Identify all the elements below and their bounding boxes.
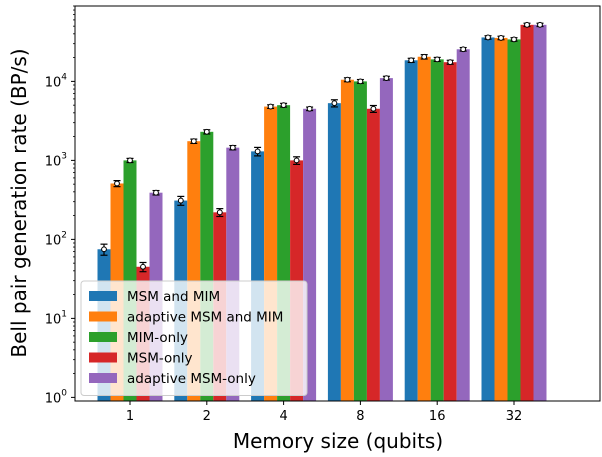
y-tick-label: 103 bbox=[45, 151, 67, 169]
y-axis-ticks: 100 101 102 103 104 bbox=[45, 5, 75, 406]
error-bar-s4-c4 bbox=[459, 46, 467, 53]
x-tick-label: 16 bbox=[429, 409, 446, 424]
error-bar-s1-c1 bbox=[190, 138, 198, 145]
error-bar-s2-c3 bbox=[356, 78, 364, 85]
legend-label: MSM-only bbox=[127, 351, 193, 367]
bar-s0-c5 bbox=[481, 37, 495, 401]
bar-s0-c3 bbox=[327, 103, 341, 402]
bar-s2-c3 bbox=[353, 81, 367, 401]
bar-s4-c3 bbox=[379, 78, 393, 402]
error-bar-s0-c5 bbox=[484, 34, 492, 41]
error-bar-s2-c2 bbox=[280, 102, 288, 109]
legend-swatch bbox=[89, 291, 117, 301]
x-axis-label: Memory size (qubits) bbox=[233, 429, 443, 453]
error-bar-s2-c5 bbox=[510, 36, 518, 43]
error-bar-s0-c0 bbox=[100, 243, 108, 256]
bar-s3-c4 bbox=[443, 62, 457, 401]
error-bar-s1-c0 bbox=[113, 179, 121, 188]
error-bar-s3-c0 bbox=[139, 261, 147, 273]
y-tick-label: 104 bbox=[45, 72, 68, 90]
bar-s1-c5 bbox=[494, 37, 508, 402]
error-bar-s3-c1 bbox=[216, 208, 224, 218]
legend-swatch bbox=[89, 352, 117, 363]
error-bar-s1-c5 bbox=[497, 35, 505, 41]
error-bar-s4-c0 bbox=[152, 189, 160, 196]
bar-s1-c3 bbox=[340, 79, 354, 402]
error-bar-s1-c3 bbox=[343, 76, 351, 83]
bar-s3-c3 bbox=[366, 108, 380, 401]
error-bar-s3-c5 bbox=[523, 21, 531, 28]
bar-s2-c5 bbox=[507, 39, 521, 402]
legend-label: MSM and MIM bbox=[127, 289, 220, 305]
plot-frame bbox=[74, 5, 601, 402]
legend-label: adaptive MSM-only bbox=[127, 371, 256, 387]
bar-s2-c4 bbox=[430, 59, 444, 402]
error-bar-s0-c4 bbox=[407, 57, 415, 64]
bar-s4-c5 bbox=[533, 24, 547, 401]
error-bar-s3-c2 bbox=[293, 156, 301, 165]
x-tick-label: 4 bbox=[279, 409, 287, 424]
bar-s0-c4 bbox=[404, 60, 418, 401]
legend-swatch bbox=[89, 373, 117, 383]
error-bar-s4-c3 bbox=[382, 75, 390, 82]
legend-box bbox=[80, 280, 308, 396]
error-bar-s0-c2 bbox=[254, 146, 262, 157]
legend-label: MIM-only bbox=[127, 330, 188, 346]
legend-swatch bbox=[89, 332, 117, 342]
error-bar-s3-c3 bbox=[369, 104, 377, 113]
error-bar-s0-c1 bbox=[177, 195, 185, 206]
x-tick-label: 1 bbox=[126, 409, 134, 424]
error-bar-s1-c4 bbox=[420, 53, 428, 60]
error-bar-s4-c1 bbox=[229, 144, 237, 151]
y-axis-label: Bell pair generation rate (BP/s) bbox=[7, 48, 31, 357]
y-tick-label: 102 bbox=[45, 230, 67, 248]
error-bar-s0-c3 bbox=[330, 99, 338, 108]
x-tick-label: 8 bbox=[356, 409, 364, 424]
y-tick-label: 100 bbox=[45, 388, 68, 406]
error-bar-s2-c1 bbox=[203, 128, 211, 135]
x-tick-label: 32 bbox=[506, 409, 523, 424]
y-tick-label: 101 bbox=[45, 309, 67, 327]
legend-label: adaptive MSM and MIM bbox=[127, 310, 283, 326]
error-bar-s1-c2 bbox=[267, 103, 275, 110]
x-axis-ticks: 1 2 4 8 16 32 bbox=[126, 401, 522, 424]
x-tick-label: 2 bbox=[203, 409, 211, 424]
error-bar-s2-c4 bbox=[433, 56, 441, 63]
error-bar-s2-c0 bbox=[126, 157, 134, 164]
legend-swatch bbox=[89, 311, 117, 322]
error-bar-s4-c2 bbox=[306, 105, 314, 112]
error-bar-s3-c4 bbox=[446, 59, 454, 66]
error-bars-layer bbox=[100, 21, 544, 273]
bar-s1-c4 bbox=[417, 56, 431, 401]
bar-s4-c4 bbox=[456, 49, 470, 402]
bar-s3-c5 bbox=[520, 24, 534, 401]
legend: MSM and MIM adaptive MSM and MIM MIM-only M… bbox=[80, 280, 308, 396]
error-bar-s4-c5 bbox=[536, 21, 544, 28]
